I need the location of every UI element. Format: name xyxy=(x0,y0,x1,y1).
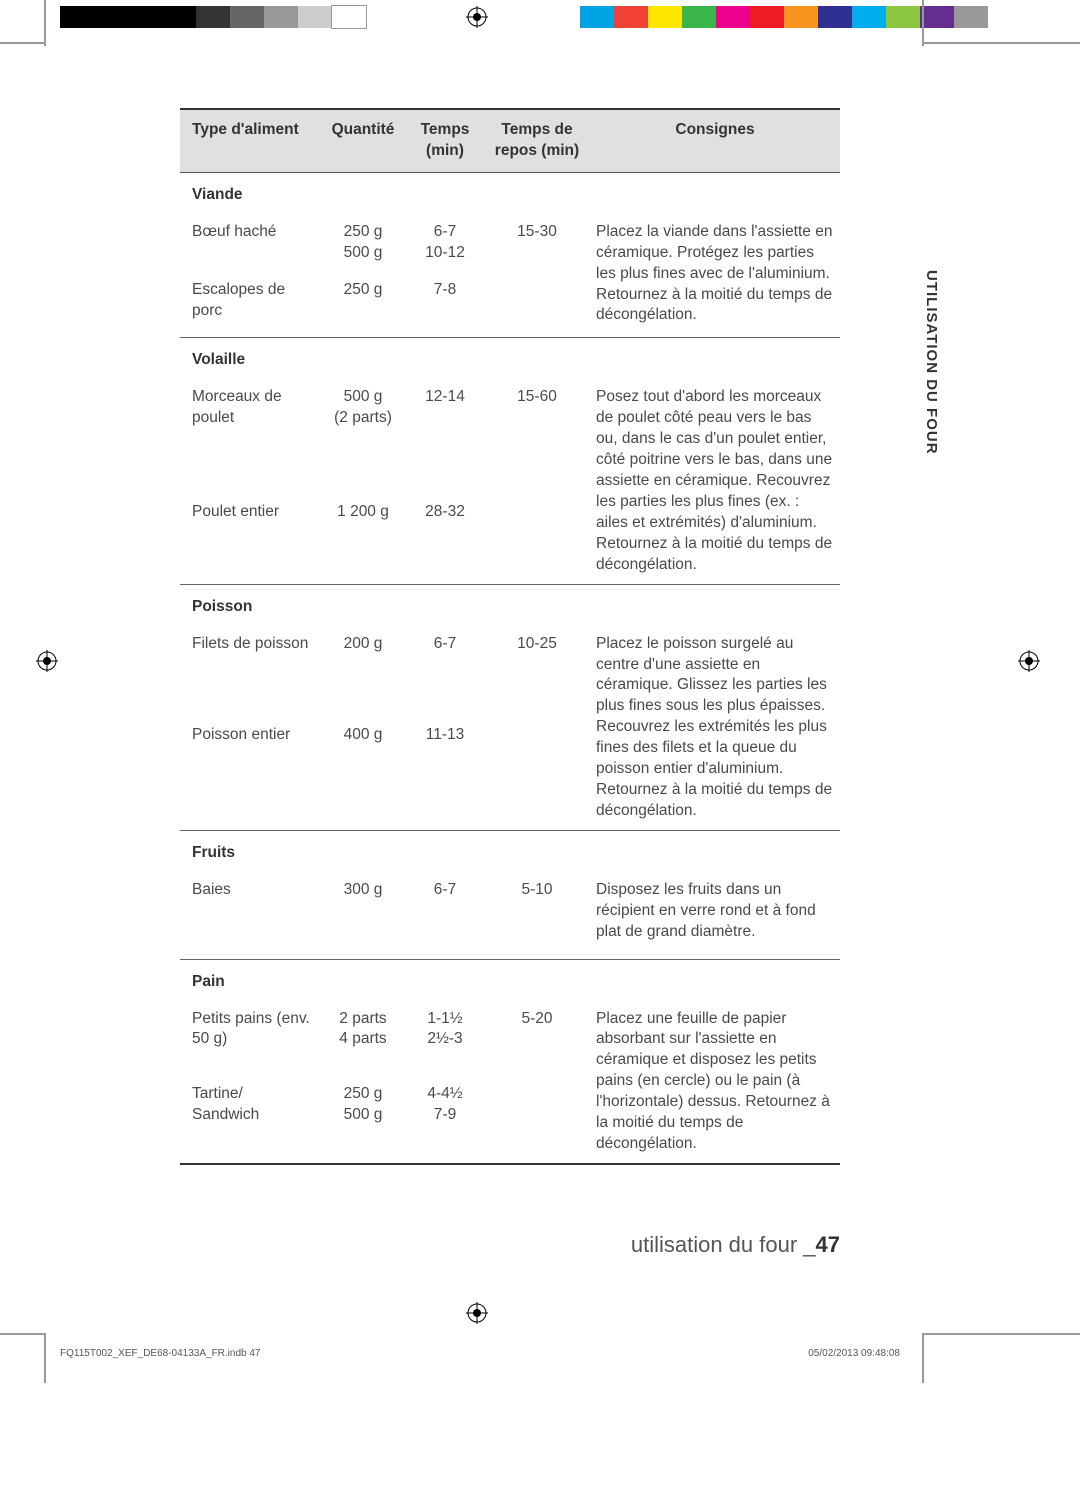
defrost-table: Type d'aliment Quantité Temps (min) Temp… xyxy=(180,108,840,1165)
cell-qty: 250 g500 g xyxy=(320,1076,406,1164)
color-swatch xyxy=(94,6,128,28)
section-head: Poisson xyxy=(180,584,320,625)
color-swatch xyxy=(230,6,264,28)
crop-mark xyxy=(44,1333,46,1383)
crop-mark xyxy=(922,0,924,46)
th-rest: Temps de repos (min) xyxy=(484,109,590,172)
cell-qty: 1 200 g xyxy=(320,494,406,584)
color-swatch xyxy=(818,6,852,28)
cell-rest: 10-25 xyxy=(484,626,590,831)
color-swatch xyxy=(60,6,94,28)
cell-qty: 500 g(2 parts) xyxy=(320,379,406,494)
footer-prefix: utilisation du four _ xyxy=(631,1232,816,1257)
cell-food: Morceaux de poulet xyxy=(180,379,320,494)
cell-food: Poisson entier xyxy=(180,717,320,830)
cell-qty: 2 parts4 parts xyxy=(320,1001,406,1077)
section-head: Volaille xyxy=(180,338,320,379)
cell-instructions: Posez tout d'abord les morceaux de poule… xyxy=(590,379,840,584)
color-swatch xyxy=(954,6,988,28)
cell-time: 1-1½2½-3 xyxy=(406,1001,484,1077)
cell-time: 6-7 xyxy=(406,626,484,718)
color-swatch xyxy=(264,6,298,28)
crop-mark xyxy=(44,0,46,46)
cell-instructions: Placez la viande dans l'assiette en céra… xyxy=(590,214,840,338)
color-swatch xyxy=(750,6,784,28)
registration-mark-icon xyxy=(466,1302,488,1324)
cell-food: Filets de poisson xyxy=(180,626,320,718)
crop-mark xyxy=(922,1333,1080,1335)
cell-time: 28-32 xyxy=(406,494,484,584)
color-swatch xyxy=(298,6,332,28)
color-swatch xyxy=(784,6,818,28)
cell-instructions: Placez le poisson surgelé au centre d'un… xyxy=(590,626,840,831)
cell-food: Poulet entier xyxy=(180,494,320,584)
crop-mark xyxy=(922,1333,924,1383)
cell-time: 11-13 xyxy=(406,717,484,830)
cell-qty: 250 g xyxy=(320,272,406,338)
cell-food: Tartine/Sandwich xyxy=(180,1076,320,1164)
registration-mark-icon xyxy=(466,6,488,28)
color-bar-left xyxy=(60,6,366,28)
cell-qty: 200 g xyxy=(320,626,406,718)
cell-time: 6-710-12 xyxy=(406,214,484,272)
color-bar-right xyxy=(580,6,988,28)
cell-time: 12-14 xyxy=(406,379,484,494)
cell-rest: 5-20 xyxy=(484,1001,590,1164)
cell-qty: 300 g xyxy=(320,872,406,959)
color-swatch xyxy=(886,6,920,28)
crop-mark xyxy=(922,42,1080,44)
cell-time: 6-7 xyxy=(406,872,484,959)
cell-food: Petits pains (env. 50 g) xyxy=(180,1001,320,1077)
imprint-line: FQ115T002_XEF_DE68-04133A_FR.indb 47 05/… xyxy=(60,1348,900,1359)
color-swatch xyxy=(648,6,682,28)
page-number: 47 xyxy=(816,1232,840,1257)
cell-qty: 400 g xyxy=(320,717,406,830)
cell-time: 7-8 xyxy=(406,272,484,338)
color-swatch xyxy=(716,6,750,28)
th-instr: Consignes xyxy=(590,109,840,172)
cell-rest: 5-10 xyxy=(484,872,590,959)
page-footer-title: utilisation du four _47 xyxy=(180,1232,840,1258)
cell-instructions: Disposez les fruits dans un récipient en… xyxy=(590,872,840,959)
th-food: Type d'aliment xyxy=(180,109,320,172)
cell-food: Baies xyxy=(180,872,320,959)
section-head: Pain xyxy=(180,959,320,1000)
color-swatch xyxy=(614,6,648,28)
color-swatch xyxy=(580,6,614,28)
cell-rest: 15-30 xyxy=(484,214,590,338)
cell-rest: 15-60 xyxy=(484,379,590,584)
cell-food: Escalopes de porc xyxy=(180,272,320,338)
crop-mark xyxy=(0,1333,46,1335)
cell-food: Bœuf haché xyxy=(180,214,320,272)
color-swatch xyxy=(332,6,366,28)
color-swatch xyxy=(852,6,886,28)
cell-time: 4-4½7-9 xyxy=(406,1076,484,1164)
section-running-head: UTILISATION DU FOUR xyxy=(923,270,940,455)
section-head: Viande xyxy=(180,172,320,213)
imprint-file: FQ115T002_XEF_DE68-04133A_FR.indb 47 xyxy=(60,1348,261,1359)
color-swatch xyxy=(920,6,954,28)
cell-qty: 250 g500 g xyxy=(320,214,406,272)
color-swatch xyxy=(128,6,162,28)
th-qty: Quantité xyxy=(320,109,406,172)
color-swatch xyxy=(682,6,716,28)
section-head: Fruits xyxy=(180,830,320,871)
color-swatch xyxy=(162,6,196,28)
crop-mark xyxy=(0,42,46,44)
imprint-stamp: 05/02/2013 09:48:08 xyxy=(808,1348,900,1359)
registration-mark-icon xyxy=(36,650,58,672)
th-time: Temps (min) xyxy=(406,109,484,172)
registration-mark-icon xyxy=(1018,650,1040,672)
cell-instructions: Placez une feuille de papier absorbant s… xyxy=(590,1001,840,1164)
color-swatch xyxy=(196,6,230,28)
